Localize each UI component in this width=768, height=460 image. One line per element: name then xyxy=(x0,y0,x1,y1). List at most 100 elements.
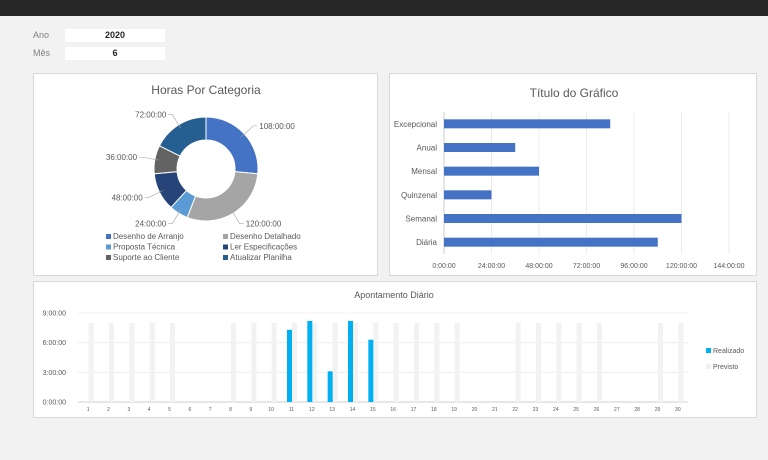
daily-x-tick-label: 25 xyxy=(573,407,579,413)
daily-planned-bar[interactable] xyxy=(515,322,521,402)
hbar-chart-svg: Título do Gráfico Excepcional Anual Mensal… xyxy=(394,86,745,270)
frequency-bar-chart[interactable]: Título do Gráfico Excepcional Anual Mensal… xyxy=(389,73,757,276)
donut-slice-desenho-detalhado[interactable] xyxy=(186,171,259,222)
category-hours-chart[interactable]: Horas Por Categoria 108:00:00 120:00:00 24… xyxy=(33,73,378,276)
daily-legend-swatch-previsto xyxy=(706,364,711,369)
legend-label-ler-especificacoes: Ler Especificações xyxy=(230,243,297,252)
daily-x-tick-label: 15 xyxy=(370,407,376,413)
daily-actual-bar[interactable] xyxy=(307,320,313,402)
filter-year: Ano 2020 xyxy=(33,28,165,42)
month-value-cell[interactable]: 6 xyxy=(65,46,165,60)
legend-label-atualizar-planilha: Atualizar Planilha xyxy=(230,253,292,262)
year-value-cell[interactable]: 2020 xyxy=(65,28,165,42)
daily-planned-bar[interactable] xyxy=(373,322,379,402)
hbar-excepcional[interactable] xyxy=(444,119,611,129)
donut-data-label: 36:00:00 xyxy=(106,153,138,162)
daily-planned-bar[interactable] xyxy=(109,322,114,402)
legend-label-proposta-tecnica: Proposta Técnica xyxy=(113,243,176,252)
hbar-x-tick-label: 0:00:00 xyxy=(432,263,455,270)
daily-legend-swatch-realizado xyxy=(706,348,711,353)
hbar-x-tick-label: 144:00:00 xyxy=(713,263,744,270)
donut-data-label: 72:00:00 xyxy=(135,111,167,120)
daily-planned-bar[interactable] xyxy=(576,322,582,402)
daily-planned-bar[interactable] xyxy=(292,322,297,402)
daily-actual-bar[interactable] xyxy=(327,371,333,402)
daily-x-tick-label: 6 xyxy=(188,407,191,413)
donut-leader-line xyxy=(168,114,181,129)
daily-planned-bar[interactable] xyxy=(149,322,155,402)
daily-planned-bar[interactable] xyxy=(251,322,257,402)
daily-planned-bar[interactable] xyxy=(129,322,135,402)
hbar-category-label: Mensal xyxy=(411,167,437,176)
daily-x-tick-label: 1 xyxy=(87,407,90,413)
daily-legend-label-realizado: Realizado xyxy=(713,348,744,355)
daily-x-tick-label: 4 xyxy=(148,407,151,413)
daily-planned-bar[interactable] xyxy=(454,322,460,402)
daily-planned-bar[interactable] xyxy=(170,322,175,402)
donut-chart-svg: Horas Por Categoria 108:00:00 120:00:00 24… xyxy=(106,83,301,262)
donut-slice-atualizar-planilha[interactable] xyxy=(158,116,207,157)
daily-planned-bar[interactable] xyxy=(434,322,440,402)
daily-actual-bar[interactable] xyxy=(368,339,374,402)
daily-planned-bar[interactable] xyxy=(312,322,318,402)
hbar-category-label: Semanal xyxy=(405,215,437,224)
hbar-x-tick-label: 120:00:00 xyxy=(666,263,697,270)
hbar-semanal[interactable] xyxy=(444,214,682,223)
legend-label-suporte-ao-cliente: Suporte ao Cliente xyxy=(113,253,180,262)
daily-planned-bar[interactable] xyxy=(231,322,236,402)
hbar-diaria[interactable] xyxy=(444,237,658,247)
daily-x-tick-label: 19 xyxy=(451,407,457,413)
daily-planned-bar[interactable] xyxy=(393,322,399,402)
hbar-category-label: Diária xyxy=(416,238,437,247)
legend-label-desenho-detalhado: Desenho Detalhado xyxy=(230,232,301,241)
daily-actual-bar[interactable] xyxy=(348,320,353,402)
donut-leader-line xyxy=(139,156,159,161)
daily-planned-bar[interactable] xyxy=(271,322,277,402)
daily-actual-bar[interactable] xyxy=(287,329,292,402)
top-bar xyxy=(0,0,768,16)
daily-planned-bar[interactable] xyxy=(536,322,541,402)
daily-y-tick-label: 9:00:00 xyxy=(43,311,66,318)
daily-x-tick-label: 14 xyxy=(350,407,356,413)
legend-swatch-desenho-detalhado xyxy=(223,234,228,239)
hbar-mensal[interactable] xyxy=(444,166,539,176)
legend-swatch-ler-especificacoes xyxy=(223,244,228,250)
daily-x-tick-label: 30 xyxy=(675,407,681,413)
hbar-quinzenal[interactable] xyxy=(444,190,492,200)
daily-x-tick-label: 17 xyxy=(411,407,417,413)
daily-x-tick-label: 29 xyxy=(655,407,661,413)
daily-x-tick-label: 24 xyxy=(553,407,559,413)
hbar-category-label: Excepcional xyxy=(394,120,437,129)
month-label: Mês xyxy=(33,48,51,58)
daily-planned-bar[interactable] xyxy=(597,322,602,402)
daily-planned-bar[interactable] xyxy=(556,322,562,402)
daily-x-tick-label: 28 xyxy=(634,407,640,413)
daily-x-tick-label: 3 xyxy=(127,407,130,413)
daily-x-tick-label: 21 xyxy=(492,407,498,413)
donut-slice-desenho-de-arranjo[interactable] xyxy=(205,116,259,175)
hbar-anual[interactable] xyxy=(444,143,516,152)
hbar-chart-title: Título do Gráfico xyxy=(530,86,619,100)
legend-swatch-desenho-de-arranjo xyxy=(106,234,111,239)
daily-planned-bar[interactable] xyxy=(332,322,338,402)
daily-chart-svg: Apontamento Diário 0:00:00 3:00:00 6:00:00… xyxy=(43,290,745,413)
daily-planned-bar[interactable] xyxy=(88,322,94,402)
daily-x-tick-label: 20 xyxy=(472,407,478,413)
daily-x-tick-label: 13 xyxy=(329,407,335,413)
daily-log-chart[interactable]: Apontamento Diário 0:00:00 3:00:00 6:00:00… xyxy=(33,281,757,418)
hbar-x-tick-label: 24:00:00 xyxy=(478,263,505,270)
daily-planned-bar[interactable] xyxy=(353,322,358,402)
daily-planned-bar[interactable] xyxy=(414,322,419,402)
daily-x-tick-label: 10 xyxy=(268,407,274,413)
legend-swatch-suporte-ao-cliente xyxy=(106,255,111,260)
donut-leader-line xyxy=(231,209,244,224)
donut-data-label: 48:00:00 xyxy=(112,194,144,203)
donut-leader-line xyxy=(168,209,181,224)
hbar-x-tick-label: 96:00:00 xyxy=(620,263,647,270)
daily-x-tick-label: 5 xyxy=(168,407,171,413)
daily-x-tick-label: 12 xyxy=(309,407,315,413)
daily-x-tick-label: 11 xyxy=(289,407,294,413)
daily-planned-bar[interactable] xyxy=(658,322,663,402)
daily-planned-bar[interactable] xyxy=(678,322,684,402)
donut-data-label: 24:00:00 xyxy=(135,219,167,228)
